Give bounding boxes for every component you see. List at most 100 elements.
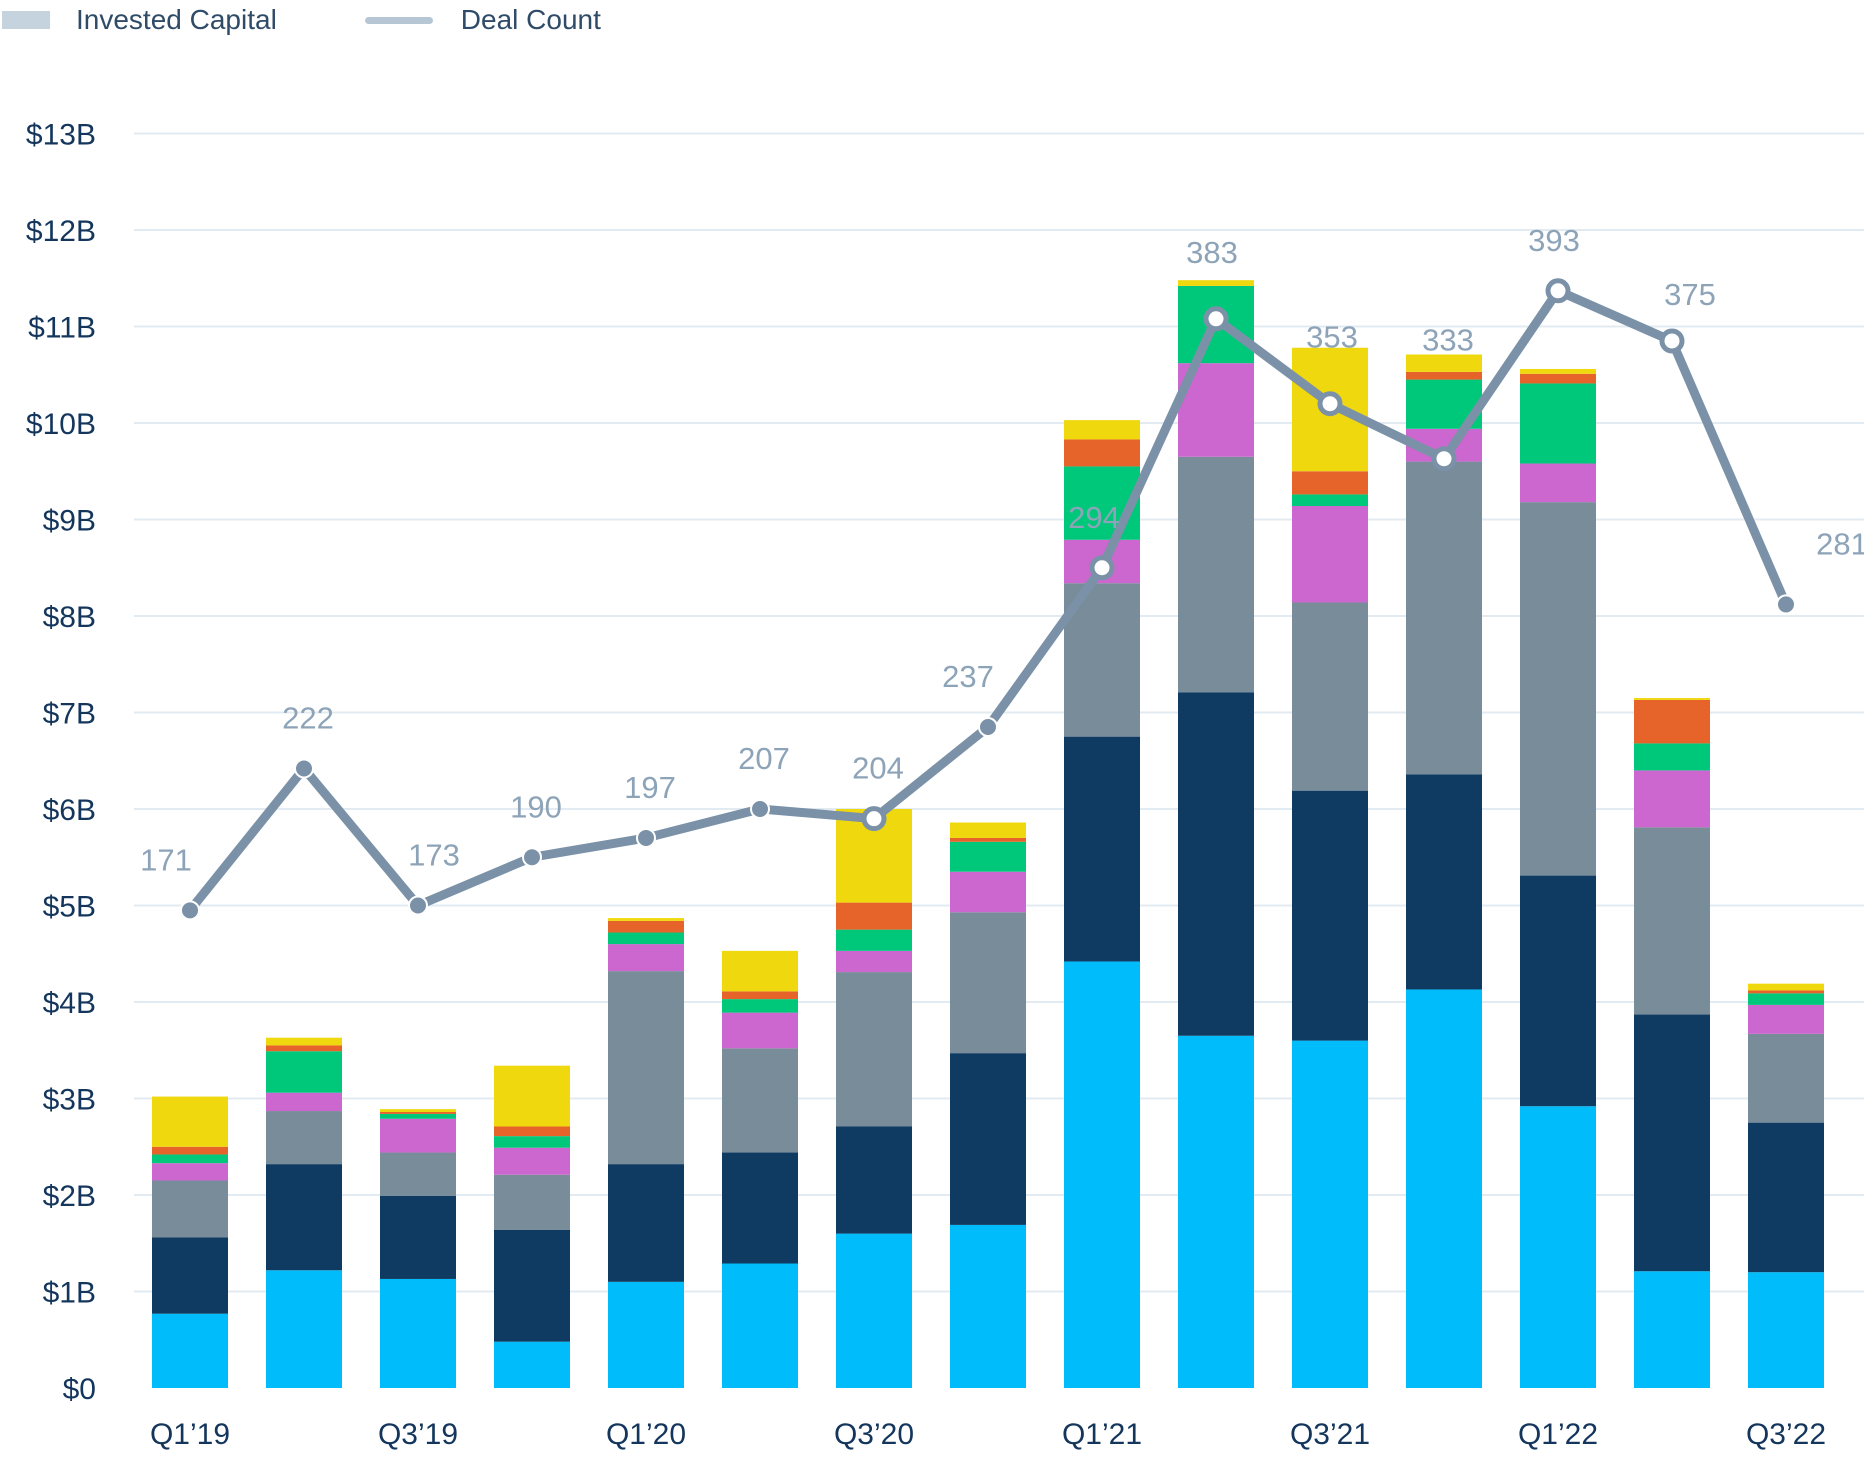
bar-segment <box>836 972 912 1127</box>
deal-count-label: 207 <box>738 741 790 776</box>
bar-segment <box>1406 461 1482 775</box>
deal-count-point <box>1317 391 1343 417</box>
bar-segment <box>608 1164 684 1282</box>
deal-count-point <box>978 716 998 737</box>
y-tick-label: $6B <box>43 794 96 827</box>
bar-segment <box>152 1237 228 1314</box>
bar-segment <box>1748 983 1824 991</box>
bar-segment <box>1292 494 1368 506</box>
bar-segment <box>1064 420 1140 440</box>
bar-segment <box>380 1152 456 1196</box>
legend-label-deal-count: Deal Count <box>460 4 601 35</box>
bar-segment <box>1292 602 1368 791</box>
bar-segment <box>380 1195 456 1279</box>
bar-segment <box>380 1118 456 1153</box>
deal-count-label: 281 <box>1816 526 1864 561</box>
bar-segment <box>1634 699 1710 744</box>
bar-segment <box>1178 456 1254 693</box>
bar-segment <box>494 1065 570 1127</box>
bar-segment <box>152 1154 228 1164</box>
deal-count-label: 222 <box>282 700 334 735</box>
bar-stack <box>722 950 798 1388</box>
deal-count-label: 171 <box>140 842 192 877</box>
bar-segment <box>608 918 684 921</box>
bar-segment <box>380 1278 456 1388</box>
bars <box>152 280 1824 1388</box>
bar-segment <box>266 1092 342 1112</box>
deal-count-label: 393 <box>1528 223 1580 258</box>
bar-segment <box>608 932 684 945</box>
bar-segment <box>1292 1040 1368 1388</box>
x-tick-label: Q3’22 <box>1746 1418 1826 1451</box>
bar-segment <box>1748 990 1824 994</box>
bar-segment <box>722 1263 798 1388</box>
bar-segment <box>722 991 798 1000</box>
y-axis-ticks: $0 $1B $2B $3B $4B $5B $6B $7B $8B $9B $10B $11B $12… <box>26 119 96 1407</box>
deal-count-label: 353 <box>1306 320 1358 355</box>
bar-segment <box>1064 439 1140 467</box>
deal-count-point <box>1203 306 1229 332</box>
bar-segment <box>608 971 684 1165</box>
deal-count-label: 333 <box>1422 323 1474 358</box>
bar-segment <box>1064 736 1140 962</box>
bar-segment <box>1292 471 1368 495</box>
bar-segment <box>1178 692 1254 1036</box>
bar-segment <box>1634 1271 1710 1388</box>
deal-count-point <box>1431 446 1457 472</box>
bar-segment <box>494 1341 570 1388</box>
bar-segment <box>1406 989 1482 1388</box>
bar-segment <box>722 1012 798 1049</box>
deal-count-swatch <box>364 16 433 24</box>
bar-segment <box>1748 1272 1824 1388</box>
bar-stack <box>380 1109 456 1388</box>
bar-segment <box>722 950 798 992</box>
bar-segment <box>950 912 1026 1054</box>
legend-item-deal-count: Deal Count <box>364 4 601 36</box>
x-axis-ticks: Q1’19 Q3’19 Q1’20 Q3’20 Q1’21 Q3’21 Q1’22 Q3’22 <box>150 1418 1826 1451</box>
bar-segment <box>1406 774 1482 990</box>
bar-stack <box>1406 354 1482 1388</box>
y-tick-label: $3B <box>43 1084 96 1117</box>
legend-label-invested-capital: Invested Capital <box>76 4 277 35</box>
bar-segment <box>266 1037 342 1046</box>
bar-segment <box>1406 371 1482 380</box>
bar-segment <box>950 1224 1026 1388</box>
bar-segment <box>1634 770 1710 828</box>
y-tick-label: $9B <box>43 505 96 538</box>
bar-stack <box>950 822 1026 1388</box>
bar-stack <box>1292 347 1368 1388</box>
bar-segment <box>950 871 1026 913</box>
bar-segment <box>266 1270 342 1388</box>
bar-segment <box>1748 1004 1824 1034</box>
bar-segment <box>1292 505 1368 603</box>
bar-segment <box>494 1136 570 1148</box>
legend-item-invested-capital: Invested Capital <box>0 4 277 36</box>
bar-segment <box>1748 1033 1824 1123</box>
deal-count-point <box>1545 278 1571 304</box>
bar-segment <box>1406 354 1482 372</box>
deal-count-point <box>1659 328 1685 354</box>
bar-segment <box>1520 383 1596 464</box>
bar-segment <box>950 822 1026 838</box>
bar-segment <box>266 1051 342 1093</box>
bar-segment <box>1634 698 1710 700</box>
bar-stack <box>608 918 684 1388</box>
deal-count-point <box>294 758 314 779</box>
bar-segment <box>1520 373 1596 384</box>
bar-segment <box>380 1113 456 1119</box>
deal-count-point <box>636 827 656 848</box>
bar-segment <box>380 1109 456 1113</box>
bar-segment <box>494 1174 570 1230</box>
bar-segment <box>1178 280 1254 286</box>
bar-stack <box>1178 280 1254 1388</box>
bar-segment <box>1520 368 1596 374</box>
y-tick-label: $8B <box>43 601 96 634</box>
y-tick-label: $13B <box>26 119 96 152</box>
invested-capital-swatch <box>2 11 50 29</box>
bar-segment <box>608 1281 684 1388</box>
deal-count-point <box>408 895 428 916</box>
bar-segment <box>494 1229 570 1342</box>
bar-segment <box>722 1048 798 1153</box>
y-tick-label: $2B <box>43 1180 96 1213</box>
